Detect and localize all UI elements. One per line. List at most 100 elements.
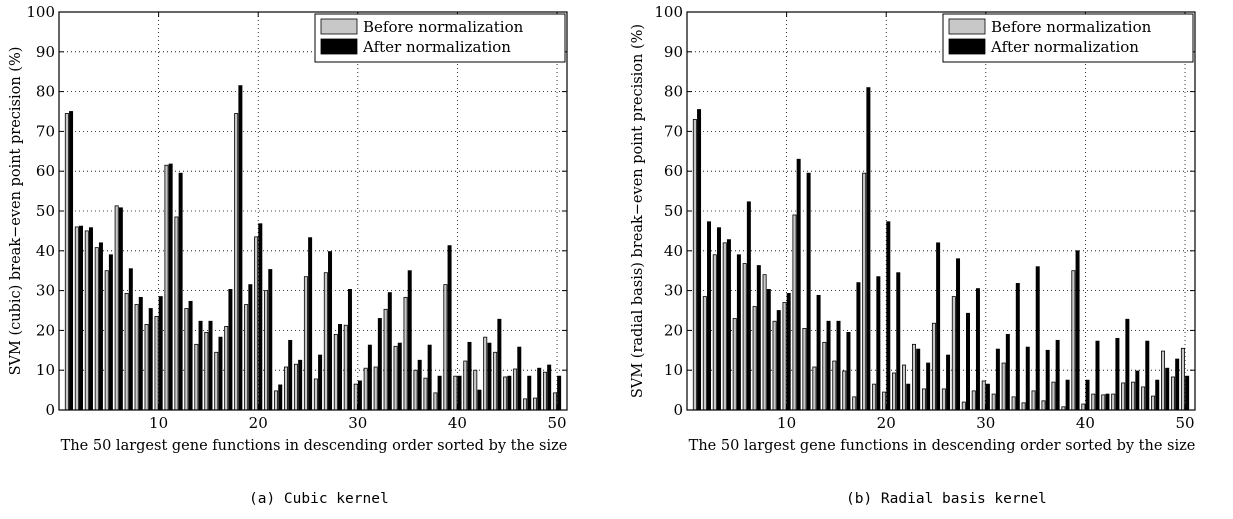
bar-before-normalization: [104, 270, 109, 411]
y-tick-label: 10: [36, 361, 55, 379]
bar-before-normalization: [971, 390, 976, 411]
bar-before-normalization: [1111, 393, 1116, 411]
bar-after-normalization: [437, 375, 442, 411]
bar-before-normalization: [463, 360, 468, 411]
bar-before-normalization: [802, 328, 807, 411]
bar-after-normalization: [347, 289, 352, 411]
bar-before-normalization: [951, 296, 956, 411]
bar-before-normalization: [513, 368, 518, 411]
x-tick-label: 10: [149, 414, 168, 432]
bar-before-normalization: [752, 306, 757, 411]
bar-after-normalization: [447, 245, 452, 411]
bar-before-normalization: [443, 284, 448, 411]
bar-after-normalization: [1135, 370, 1140, 411]
bar-after-normalization: [178, 172, 183, 411]
bar-before-normalization: [383, 308, 388, 411]
x-axis-label: The 50 largest gene functions in descend…: [61, 438, 568, 454]
bar-before-normalization: [483, 336, 488, 411]
y-tick-label: 0: [45, 401, 55, 419]
x-tick-label: 20: [877, 414, 896, 432]
panel-b-radial-basis-kernel: 0 10 20 30 40 50 60 70 80 90 100 10 20 30 40 50 The 50 l…: [630, 3, 1196, 454]
bar-before-normalization: [333, 333, 338, 411]
bar-before-normalization: [692, 119, 697, 411]
bar-after-normalization: [387, 292, 392, 411]
bar-after-normalization: [467, 341, 472, 411]
bar-before-normalization: [1031, 390, 1036, 411]
bar-after-normalization: [946, 354, 951, 411]
bar-before-normalization: [323, 272, 328, 411]
bar-before-normalization: [164, 164, 169, 411]
y-tick-label: 70: [664, 122, 683, 140]
y-tick-label: 100: [654, 3, 683, 21]
bar-after-normalization: [756, 265, 761, 411]
y-tick-label: 50: [664, 202, 683, 220]
y-tick-label: 70: [36, 122, 55, 140]
legend: Before normalization After normalization: [942, 13, 1194, 63]
bar-before-normalization: [94, 247, 99, 411]
bar-before-normalization: [822, 341, 827, 411]
y-tick-label: 50: [36, 202, 55, 220]
bar-before-normalization: [353, 383, 358, 411]
bar-after-normalization: [736, 254, 741, 411]
panel-b-caption: (b) Radial basis kernel: [846, 491, 1047, 507]
bar-before-normalization: [184, 308, 189, 411]
bar-after-normalization: [298, 359, 303, 411]
bar-before-normalization: [144, 324, 149, 411]
bar-before-normalization: [393, 345, 398, 411]
bar-after-normalization: [697, 109, 702, 411]
bar-before-normalization: [533, 397, 538, 411]
bar-after-normalization: [786, 292, 791, 411]
bar-after-normalization: [1045, 349, 1050, 411]
bar-after-normalization: [836, 320, 841, 411]
y-tick-label: 0: [673, 401, 683, 419]
bar-before-normalization: [762, 274, 767, 411]
bar-after-normalization: [766, 289, 771, 411]
bar-before-normalization: [293, 363, 298, 411]
bar-before-normalization: [732, 318, 737, 411]
bar-before-normalization: [363, 367, 368, 411]
bar-after-normalization: [1165, 367, 1170, 411]
bar-after-normalization: [228, 289, 233, 411]
x-tick-label: 40: [1076, 414, 1095, 432]
bar-before-normalization: [274, 390, 279, 411]
bar-after-normalization: [1065, 379, 1070, 411]
bar-before-normalization: [303, 276, 308, 411]
bar-before-normalization: [134, 304, 139, 411]
y-axis-label: SVM (cubic) break−even point precision (…: [8, 47, 24, 376]
bar-before-normalization: [842, 370, 847, 411]
bar-before-normalization: [114, 205, 119, 411]
bar-after-normalization: [1115, 337, 1120, 411]
bar-after-normalization: [168, 163, 173, 411]
bar-after-normalization: [79, 225, 84, 411]
bar-before-normalization: [712, 254, 717, 411]
bar-before-normalization: [473, 369, 478, 411]
bar-after-normalization: [128, 268, 133, 411]
bar-before-normalization: [1101, 394, 1106, 411]
bar-before-normalization: [234, 113, 239, 411]
bar-after-normalization: [238, 85, 243, 411]
bar-after-normalization: [98, 242, 103, 411]
panel-a-caption: (a) Cubic kernel: [249, 491, 389, 507]
bar-after-normalization: [846, 331, 851, 411]
bar-after-normalization: [906, 383, 911, 411]
bar-after-normalization: [1015, 283, 1020, 411]
bar-before-normalization: [503, 376, 508, 411]
bar-after-normalization: [1105, 393, 1110, 411]
bar-after-normalization: [966, 312, 970, 411]
bar-before-normalization: [1091, 393, 1096, 411]
bar-after-normalization: [457, 375, 462, 411]
bar-before-normalization: [194, 343, 199, 411]
legend-swatch: [320, 18, 358, 35]
bar-before-normalization: [423, 377, 428, 411]
bar-after-normalization: [1075, 250, 1080, 411]
bar-after-normalization: [886, 221, 891, 411]
bar-before-normalization: [74, 226, 79, 411]
bar-after-normalization: [1055, 339, 1060, 411]
y-tick-label: 80: [664, 83, 683, 101]
bar-before-normalization: [832, 360, 837, 411]
bar-before-normalization: [1170, 376, 1175, 411]
bar-after-normalization: [707, 221, 712, 411]
bar-after-normalization: [407, 270, 412, 411]
bar-after-normalization: [1095, 340, 1100, 411]
